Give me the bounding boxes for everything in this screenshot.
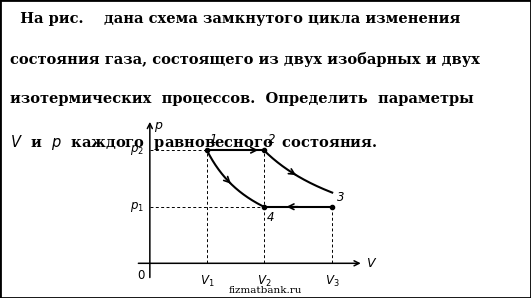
Text: изотермических  процессов.  Определить  параметры: изотермических процессов. Определить пар… [10,92,473,106]
Text: 0: 0 [137,269,144,282]
Text: $V_1$: $V_1$ [200,274,214,288]
Text: $p_2$: $p_2$ [130,143,144,157]
Text: $V$: $V$ [366,257,378,270]
Text: $V$  и  $p$  каждого  равновесного  состояния.: $V$ и $p$ каждого равновесного состояния… [10,133,377,152]
Text: $V_3$: $V_3$ [325,274,339,288]
Text: состояния газа, состоящего из двух изобарных и двух: состояния газа, состоящего из двух изоба… [10,52,479,67]
Text: 3: 3 [337,192,344,204]
Text: На рис.    дана схема замкнутого цикла изменения: На рис. дана схема замкнутого цикла изме… [10,12,460,26]
Text: $p$: $p$ [154,120,163,134]
Text: 1: 1 [210,133,217,146]
Text: $V_2$: $V_2$ [256,274,271,288]
Text: 4: 4 [267,211,275,224]
Text: 2: 2 [268,133,275,146]
Text: fizmatbank.ru: fizmatbank.ru [229,286,302,295]
Text: $p_1$: $p_1$ [130,200,144,214]
